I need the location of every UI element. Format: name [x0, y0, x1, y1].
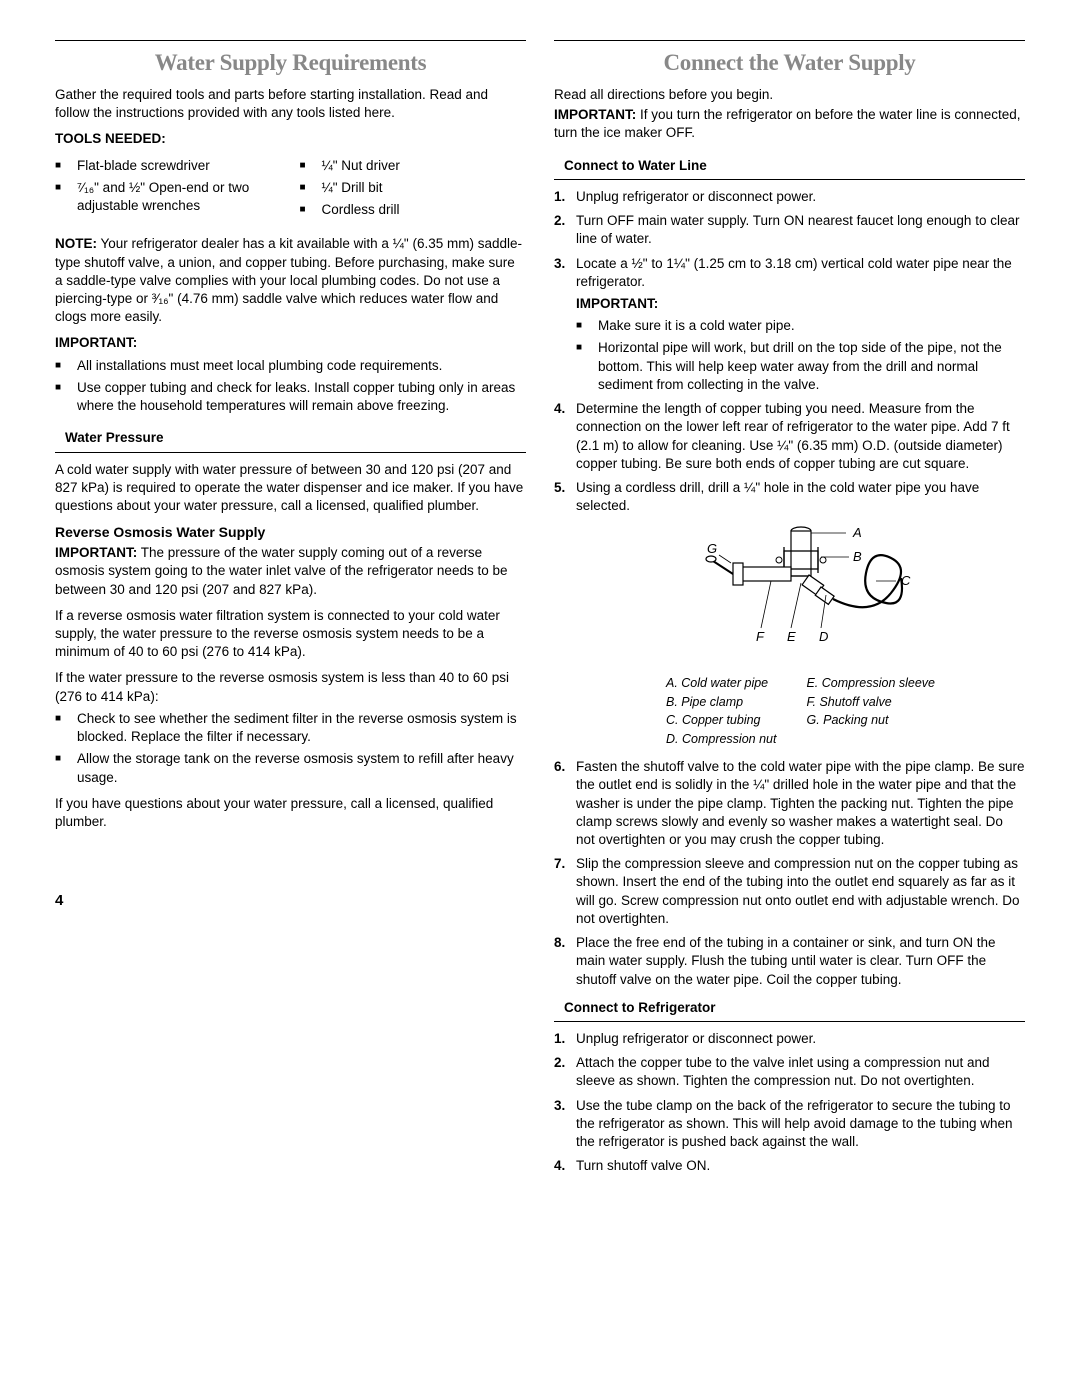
step: Unplug refrigerator or disconnect power. [576, 188, 1025, 206]
important-label: IMPORTANT: [55, 334, 526, 352]
page-layout: Water Supply Requirements Gather the req… [55, 40, 1025, 1182]
section-title-left: Water Supply Requirements [55, 47, 526, 78]
legend-item: C. Copper tubing [666, 712, 776, 729]
right-column: Connect the Water Supply Read all direct… [554, 40, 1025, 1182]
legend-col-right: E. Compression sleeve F. Shutoff valve G… [806, 675, 935, 751]
tools-left-list: Flat-blade screwdriver ⁷⁄₁₆" and ½" Open… [55, 157, 282, 224]
label-G: G [707, 541, 717, 556]
water-pressure-text: A cold water supply with water pressure … [55, 461, 526, 516]
ro-bullets: Check to see whether the sediment filter… [55, 710, 526, 787]
step: Fasten the shutoff valve to the cold wat… [576, 758, 1025, 849]
mid-imp-item: Make sure it is a cold water pipe. [598, 317, 1025, 335]
note-label: NOTE: [55, 236, 97, 251]
legend-item: G. Packing nut [806, 712, 935, 729]
water-pressure-heading: Water Pressure [65, 429, 526, 447]
step: Use the tube clamp on the back of the re… [576, 1097, 1025, 1152]
rule [554, 40, 1025, 41]
imp-label: IMPORTANT: [554, 107, 636, 122]
ro-imp-label: IMPORTANT: [55, 545, 137, 560]
left-column: Water Supply Requirements Gather the req… [55, 40, 526, 1182]
ro-p2: If a reverse osmosis water filtration sy… [55, 607, 526, 662]
rule [554, 1021, 1025, 1022]
step: Using a cordless drill, drill a ¼" hole … [576, 479, 1025, 750]
valve-diagram-icon: A B C D E F G [671, 523, 931, 663]
label-A: A [852, 525, 862, 540]
tool-item: Cordless drill [322, 201, 527, 219]
tool-item: Flat-blade screwdriver [77, 157, 282, 175]
note-block: NOTE: Your refrigerator dealer has a kit… [55, 235, 526, 326]
page-number: 4 [55, 891, 526, 911]
label-D: D [819, 629, 828, 644]
legend-item: E. Compression sleeve [806, 675, 935, 692]
step: Unplug refrigerator or disconnect power. [576, 1030, 1025, 1048]
intro-right: Read all directions before you begin. [554, 86, 1025, 104]
legend-item: D. Compression nut [666, 731, 776, 748]
ro-important: IMPORTANT: The pressure of the water sup… [55, 544, 526, 599]
important-item: All installations must meet local plumbi… [77, 357, 526, 375]
ref-steps: Unplug refrigerator or disconnect power.… [554, 1030, 1025, 1176]
ro-bullet: Check to see whether the sediment filter… [77, 710, 526, 746]
ro-heading: Reverse Osmosis Water Supply [55, 523, 526, 542]
connect-ref-heading: Connect to Refrigerator [564, 999, 1025, 1017]
important-item: Use copper tubing and check for leaks. I… [77, 379, 526, 415]
important-list: All installations must meet local plumbi… [55, 357, 526, 416]
section-title-right: Connect the Water Supply [554, 47, 1025, 78]
legend-item: F. Shutoff valve [806, 694, 935, 711]
legend-item: B. Pipe clamp [666, 694, 776, 711]
label-F: F [756, 629, 765, 644]
step: Determine the length of copper tubing yo… [576, 400, 1025, 473]
tools-heading: TOOLS NEEDED: [55, 130, 526, 148]
mid-imp-list: Make sure it is a cold water pipe. Horiz… [576, 317, 1025, 394]
label-E: E [787, 629, 796, 644]
legend-item: A. Cold water pipe [666, 675, 776, 692]
tool-item: ¼" Drill bit [322, 179, 527, 197]
rule [55, 40, 526, 41]
step: Place the free end of the tubing in a co… [576, 934, 1025, 989]
right-important: IMPORTANT: If you turn the refrigerator … [554, 106, 1025, 142]
tools-right-list: ¼" Nut driver ¼" Drill bit Cordless dril… [300, 157, 527, 224]
note-text: Your refrigerator dealer has a kit avail… [55, 236, 522, 324]
step: Locate a ½" to 1¼" (1.25 cm to 3.18 cm) … [576, 255, 1025, 395]
step: Attach the copper tube to the valve inle… [576, 1054, 1025, 1090]
rule [55, 452, 526, 453]
label-C: C [901, 573, 911, 588]
ro-p3: If the water pressure to the reverse osm… [55, 669, 526, 705]
step-text: Locate a ½" to 1¼" (1.25 cm to 3.18 cm) … [576, 256, 1012, 289]
label-B: B [853, 549, 862, 564]
step: Slip the compression sleeve and compress… [576, 855, 1025, 928]
mid-imp-label: IMPORTANT: [576, 295, 1025, 313]
rule [554, 179, 1025, 180]
diagram-legend: A. Cold water pipe B. Pipe clamp C. Copp… [666, 675, 1025, 751]
ro-bullet: Allow the storage tank on the reverse os… [77, 750, 526, 786]
legend-col-left: A. Cold water pipe B. Pipe clamp C. Copp… [666, 675, 776, 751]
steps-1: Unplug refrigerator or disconnect power.… [554, 188, 1025, 989]
ro-p4: If you have questions about your water p… [55, 795, 526, 831]
tool-item: ⁷⁄₁₆" and ½" Open-end or two adjustable … [77, 179, 282, 215]
tool-item: ¼" Nut driver [322, 157, 527, 175]
diagram-wrap: A B C D E F G [576, 523, 1025, 668]
tools-grid: Flat-blade screwdriver ⁷⁄₁₆" and ½" Open… [55, 153, 526, 228]
step: Turn shutoff valve ON. [576, 1157, 1025, 1175]
step-text: Using a cordless drill, drill a ¼" hole … [576, 480, 979, 513]
step: Turn OFF main water supply. Turn ON near… [576, 212, 1025, 248]
intro-left: Gather the required tools and parts befo… [55, 86, 526, 122]
connect-line-heading: Connect to Water Line [564, 157, 1025, 175]
mid-imp-item: Horizontal pipe will work, but drill on … [598, 339, 1025, 394]
